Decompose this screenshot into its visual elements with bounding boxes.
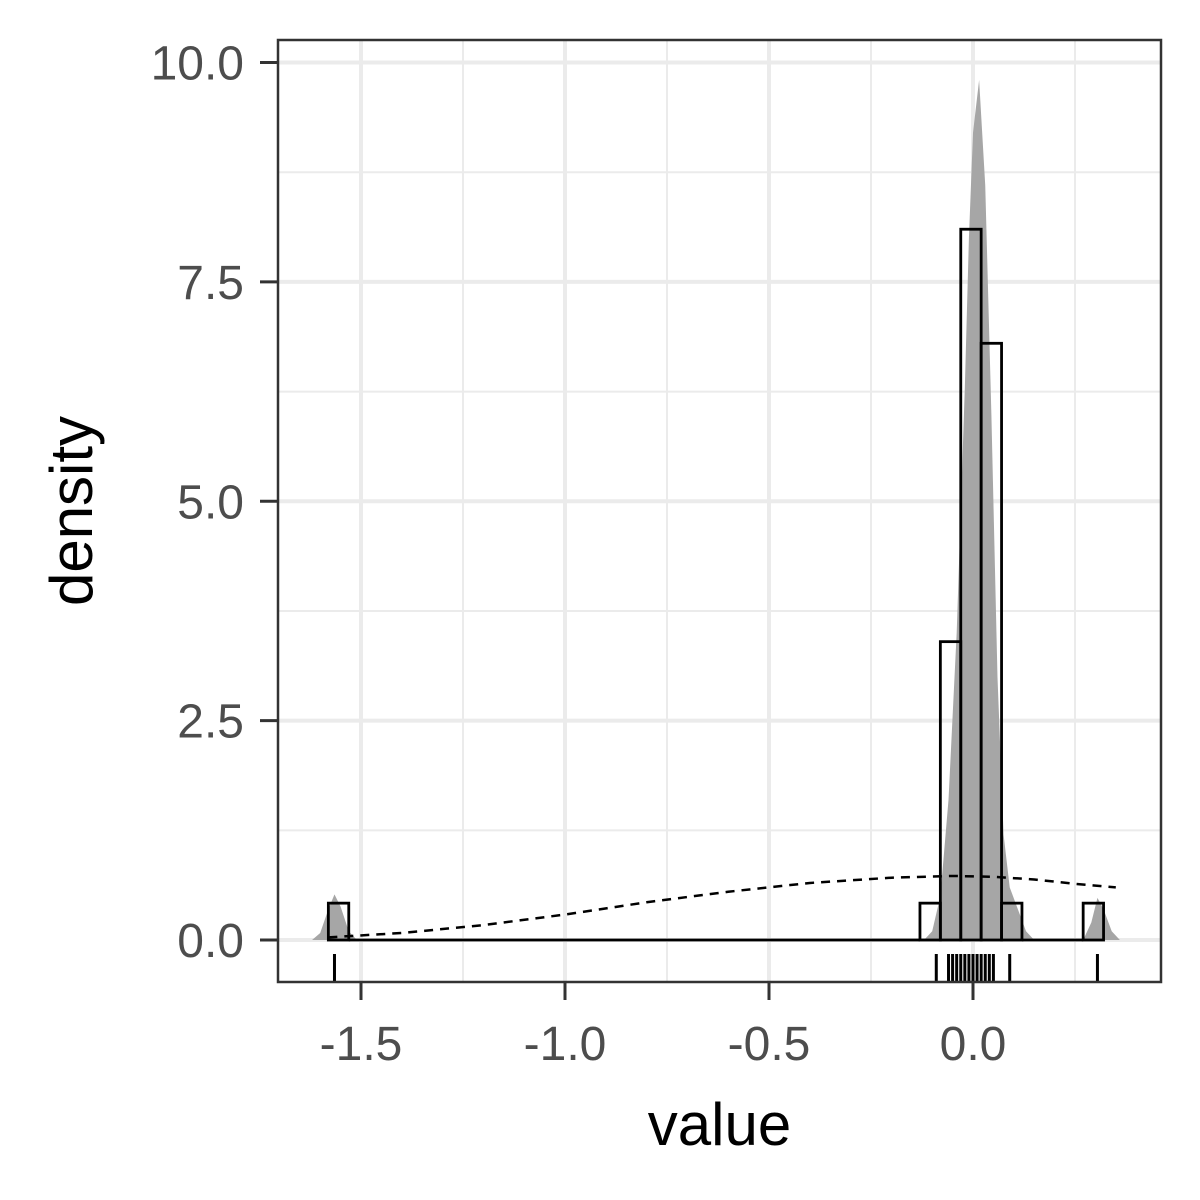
- histogram-bar: [979, 341, 1003, 942]
- x-tick-label: -1.0: [524, 1018, 607, 1071]
- y-tick-label: 2.5: [177, 696, 244, 749]
- panel-border: [276, 38, 1163, 984]
- x-axis-title: value: [648, 1091, 791, 1158]
- normal-curve: [328, 874, 1116, 939]
- x-tick-label: -0.5: [728, 1018, 811, 1071]
- y-tick-label: 0.0: [177, 915, 244, 968]
- x-tick-label: 0.0: [940, 1018, 1007, 1071]
- normal-curve-line: [328, 874, 1116, 939]
- y-tick-label: 5.0: [177, 476, 244, 529]
- major-gridlines: [278, 40, 1161, 982]
- histogram-bar: [1000, 901, 1024, 942]
- histogram-bar: [1081, 901, 1105, 942]
- x-tick-label: -1.5: [320, 1018, 403, 1071]
- density-area-path: [312, 80, 1120, 941]
- rug-marks: [332, 954, 1099, 982]
- density-area: [312, 80, 1120, 941]
- histogram-bars: [326, 227, 1105, 942]
- y-tick-label: 7.5: [177, 257, 244, 310]
- histogram-bar: [326, 901, 351, 942]
- y-tick-label: 10.0: [151, 38, 244, 91]
- minor-gridlines: [278, 40, 1161, 982]
- y-axis: 0.0 2.5 5.0 7.5 10.0: [151, 38, 278, 968]
- y-axis-title: density: [38, 416, 105, 606]
- x-axis: -1.5 -1.0 -0.5 0.0: [320, 982, 1007, 1071]
